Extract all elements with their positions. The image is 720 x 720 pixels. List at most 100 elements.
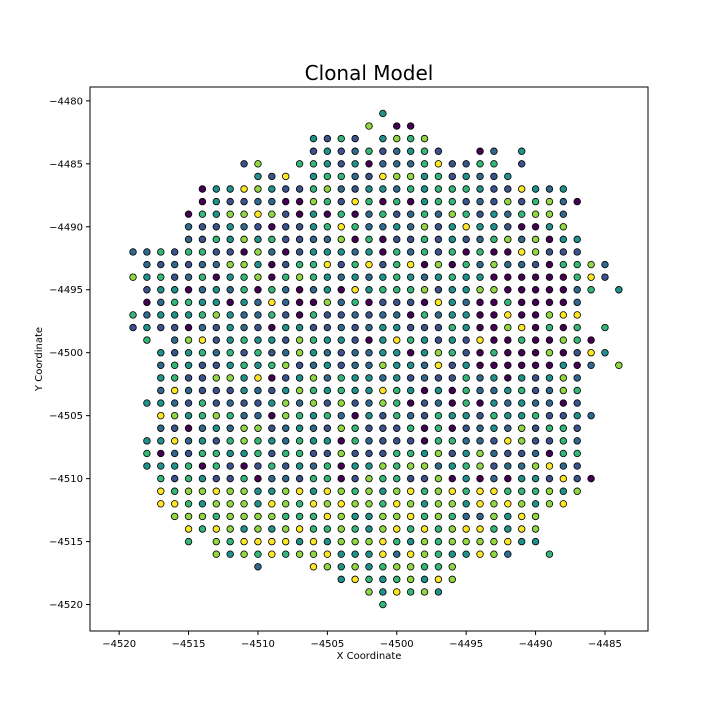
scatter-point [254,449,262,458]
scatter-point [226,248,234,256]
scatter-point [295,361,304,369]
scatter-point [323,147,332,155]
scatter-point [559,260,568,269]
scatter-point [337,286,345,294]
scatter-point [240,424,248,432]
scatter-point [448,273,456,281]
scatter-point [406,575,415,584]
scatter-point [240,512,248,521]
scatter-point [476,437,484,445]
scatter-point [406,223,415,231]
scatter-point [309,185,318,193]
scatter-point [531,298,540,307]
scatter-point [240,500,248,508]
scatter-point [420,449,429,458]
scatter-point [504,449,512,458]
scatter-point [212,449,221,458]
scatter-point [406,197,415,206]
scatter-point [545,286,554,294]
scatter-point [531,449,540,458]
scatter-point [504,273,512,281]
scatter-point [268,487,276,495]
scatter-point [406,437,415,445]
scatter-point [379,311,387,319]
scatter-point [517,474,526,483]
scatter-point [462,437,470,445]
scatter-point [406,286,415,294]
scatter-point [462,323,470,332]
scatter-point [323,134,332,143]
scatter-point [170,336,179,344]
scatter-point [240,386,248,395]
scatter-point [240,210,248,218]
scatter-point [476,311,484,319]
scatter-point [517,223,526,231]
scatter-point [393,399,401,407]
scatter-point [448,563,456,571]
scatter-point [184,210,193,218]
scatter-point [170,248,179,256]
scatter-point [309,349,318,357]
scatter-point [323,512,332,521]
scatter-point [434,273,443,281]
scatter-point [337,160,345,168]
scatter-point [323,437,332,445]
scatter-point [517,160,526,168]
scatter-point [337,336,345,344]
scatter-point [337,361,345,369]
scatter-point [476,361,484,369]
scatter-point [379,399,387,407]
scatter-point [476,512,484,521]
scatter-point [157,361,165,369]
scatter-point [393,462,401,470]
scatter-point [504,399,512,407]
scatter-point [406,411,415,420]
scatter-point [531,223,540,231]
scatter-point [323,248,332,256]
scatter-point [406,449,415,458]
scatter-point [406,550,415,558]
scatter-point [379,512,387,521]
scatter-point [337,449,345,458]
scatter-point [337,563,345,571]
scatter-point [476,424,484,432]
scatter-point [198,260,207,269]
scatter-point [504,248,512,256]
scatter-point [309,512,318,521]
scatter-point [504,311,512,319]
scatter-point [462,399,470,407]
scatter-point [351,298,359,307]
scatter-point [545,437,554,445]
scatter-point [379,500,387,508]
scatter-point [559,311,568,319]
scatter-point [393,449,401,458]
scatter-point [434,286,443,294]
scatter-point [490,361,498,369]
scatter-point [337,172,345,181]
scatter-point [379,537,387,546]
scatter-point [365,197,373,206]
scatter-point [365,525,373,533]
scatter-point [490,525,498,533]
scatter-point [462,500,470,508]
scatter-point [531,399,540,407]
scatter-point [517,336,526,344]
scatter-point [351,210,359,218]
scatter-point [157,462,165,470]
scatter-point [462,235,470,244]
scatter-point [531,411,540,420]
scatter-point [462,223,470,231]
scatter-point [240,374,248,382]
scatter-point [351,134,359,143]
scatter-point [240,298,248,307]
scatter-point [462,386,470,395]
scatter-point [129,311,137,319]
scatter-point [295,160,304,168]
scatter-point [406,134,415,143]
scatter-point [573,487,581,495]
scatter-point [504,487,512,495]
scatter-point [323,386,332,395]
scatter-point [337,437,345,445]
scatter-point [351,248,359,256]
scatter-point [295,525,304,533]
